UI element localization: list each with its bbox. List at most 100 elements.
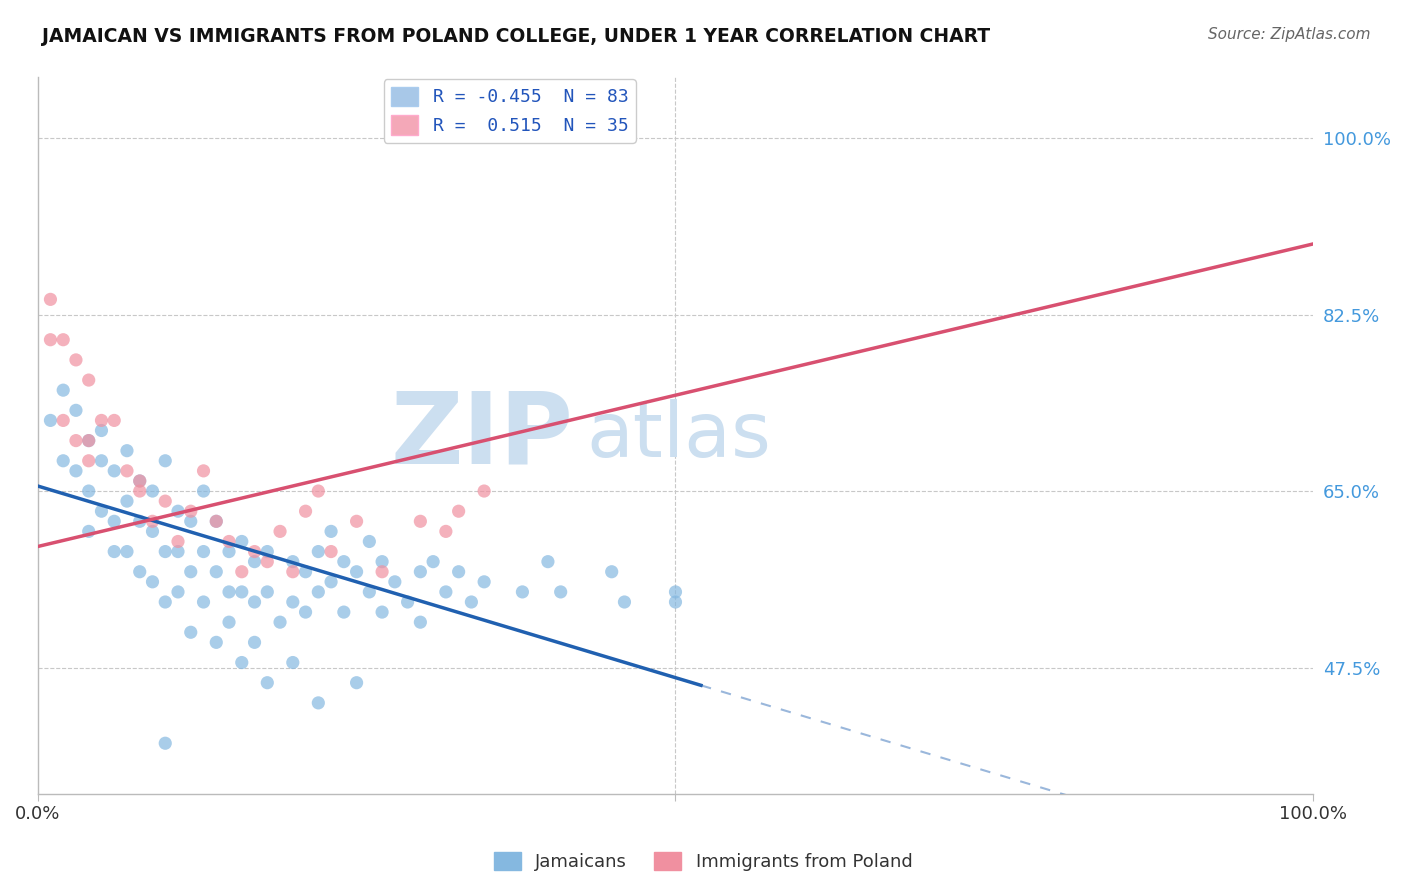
Point bbox=[155, 454, 177, 468]
Point bbox=[218, 534, 240, 549]
Point bbox=[664, 595, 686, 609]
Point bbox=[77, 373, 100, 387]
Point bbox=[128, 474, 150, 488]
Text: JAMAICAN VS IMMIGRANTS FROM POLAND COLLEGE, UNDER 1 YEAR CORRELATION CHART: JAMAICAN VS IMMIGRANTS FROM POLAND COLLE… bbox=[42, 27, 990, 45]
Point bbox=[409, 514, 432, 528]
Point bbox=[307, 483, 329, 498]
Point bbox=[371, 565, 394, 579]
Point bbox=[319, 574, 342, 589]
Point bbox=[256, 544, 278, 558]
Point bbox=[115, 544, 138, 558]
Point bbox=[371, 555, 394, 569]
Point bbox=[281, 595, 304, 609]
Point bbox=[115, 464, 138, 478]
Point bbox=[65, 464, 87, 478]
Point bbox=[218, 615, 240, 630]
Point bbox=[77, 434, 100, 448]
Point bbox=[115, 494, 138, 508]
Point bbox=[472, 483, 495, 498]
Point bbox=[409, 615, 432, 630]
Point bbox=[231, 565, 253, 579]
Point bbox=[307, 696, 329, 710]
Point bbox=[537, 555, 560, 569]
Point bbox=[422, 555, 444, 569]
Point bbox=[281, 565, 304, 579]
Point bbox=[359, 585, 381, 599]
Point bbox=[128, 565, 150, 579]
Point bbox=[90, 413, 112, 427]
Point bbox=[447, 565, 470, 579]
Point bbox=[141, 574, 163, 589]
Point bbox=[205, 635, 228, 649]
Point bbox=[65, 403, 87, 417]
Point bbox=[39, 293, 62, 307]
Point bbox=[128, 474, 150, 488]
Point bbox=[460, 595, 482, 609]
Point bbox=[52, 383, 75, 397]
Point bbox=[333, 605, 356, 619]
Point bbox=[243, 635, 266, 649]
Point bbox=[269, 615, 291, 630]
Point bbox=[77, 454, 100, 468]
Point bbox=[167, 544, 190, 558]
Point bbox=[281, 555, 304, 569]
Point bbox=[90, 504, 112, 518]
Point bbox=[307, 544, 329, 558]
Point bbox=[281, 656, 304, 670]
Point bbox=[77, 483, 100, 498]
Point bbox=[231, 656, 253, 670]
Point bbox=[218, 585, 240, 599]
Point bbox=[346, 514, 368, 528]
Point bbox=[205, 565, 228, 579]
Point bbox=[77, 524, 100, 539]
Point bbox=[359, 534, 381, 549]
Point bbox=[128, 483, 150, 498]
Point bbox=[90, 424, 112, 438]
Point bbox=[193, 595, 215, 609]
Point bbox=[243, 555, 266, 569]
Point bbox=[193, 483, 215, 498]
Point bbox=[155, 736, 177, 750]
Point bbox=[141, 524, 163, 539]
Point bbox=[243, 595, 266, 609]
Point bbox=[600, 565, 623, 579]
Point bbox=[256, 585, 278, 599]
Point bbox=[90, 454, 112, 468]
Point bbox=[550, 585, 572, 599]
Point bbox=[141, 514, 163, 528]
Point bbox=[346, 565, 368, 579]
Point bbox=[664, 585, 686, 599]
Point bbox=[52, 333, 75, 347]
Point bbox=[409, 565, 432, 579]
Point bbox=[155, 595, 177, 609]
Point bbox=[167, 585, 190, 599]
Point bbox=[307, 585, 329, 599]
Point bbox=[319, 544, 342, 558]
Point bbox=[218, 544, 240, 558]
Point bbox=[167, 504, 190, 518]
Point bbox=[346, 675, 368, 690]
Point bbox=[103, 544, 125, 558]
Legend: R = -0.455  N = 83, R =  0.515  N = 35: R = -0.455 N = 83, R = 0.515 N = 35 bbox=[384, 79, 636, 143]
Point bbox=[396, 595, 419, 609]
Legend: Jamaicans, Immigrants from Poland: Jamaicans, Immigrants from Poland bbox=[486, 845, 920, 879]
Point bbox=[103, 464, 125, 478]
Point bbox=[333, 555, 356, 569]
Point bbox=[141, 483, 163, 498]
Text: atlas: atlas bbox=[586, 399, 770, 473]
Point bbox=[269, 524, 291, 539]
Point bbox=[205, 514, 228, 528]
Point bbox=[384, 574, 406, 589]
Point bbox=[294, 504, 316, 518]
Point bbox=[256, 675, 278, 690]
Point bbox=[128, 514, 150, 528]
Point bbox=[52, 454, 75, 468]
Point bbox=[167, 534, 190, 549]
Point bbox=[77, 434, 100, 448]
Point bbox=[294, 565, 316, 579]
Point bbox=[180, 565, 202, 579]
Text: Source: ZipAtlas.com: Source: ZipAtlas.com bbox=[1208, 27, 1371, 42]
Point bbox=[205, 514, 228, 528]
Point bbox=[39, 333, 62, 347]
Point bbox=[434, 524, 457, 539]
